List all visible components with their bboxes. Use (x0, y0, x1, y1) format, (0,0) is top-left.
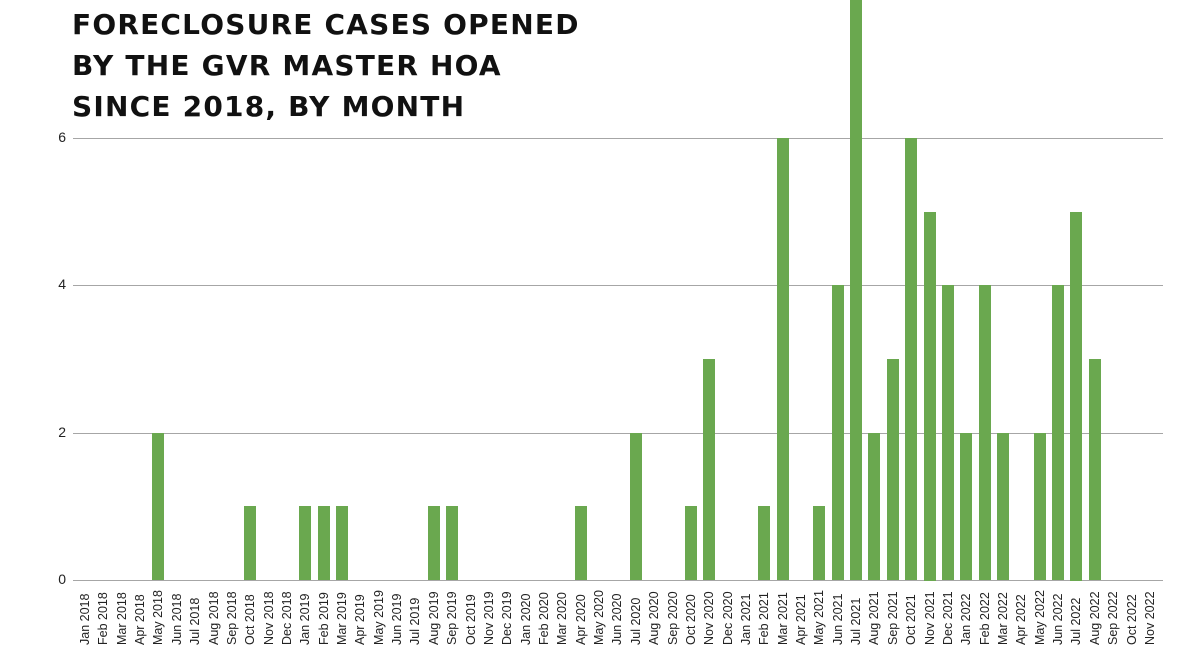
x-tick-label: 2021 Jan (739, 593, 753, 645)
bar (850, 0, 862, 580)
x-tick-label: 2020 Sep (666, 591, 680, 645)
bar (777, 138, 789, 580)
gridline (73, 285, 1163, 286)
x-tick-label: 2021 Jun (831, 593, 845, 645)
chart-title: FORECLOSURE CASES OPENED BY THE GVR MAST… (72, 8, 580, 123)
x-tick-label: 2018 Dec (280, 591, 294, 645)
bar (685, 506, 697, 580)
x-tick-label: 2020 Feb (537, 592, 551, 645)
x-tick-label: 2018 May (151, 590, 165, 645)
x-tick-label: 2019 Jun (390, 593, 404, 645)
bar (703, 359, 715, 580)
bar (813, 506, 825, 580)
bar (152, 433, 164, 580)
x-tick-label: 2019 Sep (445, 591, 459, 645)
x-tick-label: 2019 Jul (408, 597, 422, 645)
x-tick-label: 2018 Sep (225, 591, 239, 645)
x-tick-label: 2021 May (812, 590, 826, 645)
bar (575, 506, 587, 580)
x-tick-label: 2019 Feb (317, 592, 331, 645)
x-tick-label: 2018 Oct (243, 594, 257, 645)
x-tick-label: 2021 Oct (904, 594, 918, 645)
x-tick-label: 2020 Mar (555, 592, 569, 645)
x-tick-label: 2018 Jun (170, 593, 184, 645)
bar (428, 506, 440, 580)
x-tick-label: 2019 Oct (464, 594, 478, 645)
x-tick-label: 2018 Aug (207, 591, 221, 645)
x-tick-label: 2020 Oct (684, 594, 698, 645)
x-tick-label: 2018 Jan (78, 593, 92, 645)
x-tick-label: 2021 Feb (757, 592, 771, 645)
bar-chart: 0 2 4 6 2018 Jan 2018 Feb 2018 Mar 2018 Apr 2018… (58, 0, 1163, 645)
x-tick-label: 2022 Mar (996, 592, 1010, 645)
bar (299, 506, 311, 580)
y-tick-label: 0 (58, 571, 66, 587)
x-tick-label: 2022 Sep (1106, 591, 1120, 645)
x-tick-label: 2020 Nov (702, 591, 716, 645)
x-tick-label: 2021 Aug (867, 591, 881, 645)
bar (1052, 285, 1064, 580)
y-tick-label: 4 (58, 276, 66, 292)
bar (244, 506, 256, 580)
x-tick-label: 2018 Apr (133, 594, 147, 645)
x-tick-label: 2018 Jul (188, 597, 202, 645)
bar (630, 433, 642, 580)
x-tick-label: 2022 Aug (1088, 591, 1102, 645)
x-tick-label: 2019 Jan (298, 593, 312, 645)
x-tick-label: 2018 Nov (262, 591, 276, 645)
x-tick-label: 2021 Jul (849, 597, 863, 645)
bar (1089, 359, 1101, 580)
bar (868, 433, 880, 580)
x-tick-label: 2020 Apr (574, 594, 588, 645)
x-tick-label: 2018 Feb (96, 592, 110, 645)
x-tick-label: 2020 Dec (721, 591, 735, 645)
gridline (73, 433, 1163, 434)
x-tick-label: 2021 Nov (923, 591, 937, 645)
x-tick-label: 2022 Nov (1143, 591, 1157, 645)
x-tick-label: 2021 Sep (886, 591, 900, 645)
x-tick-label: 2019 Nov (482, 591, 496, 645)
x-tick-label: 2020 May (592, 590, 606, 645)
x-tick-label: 2022 Jun (1051, 593, 1065, 645)
x-tick-label: 2020 Jul (629, 597, 643, 645)
bar (979, 285, 991, 580)
x-tick-label: 2019 Apr (353, 594, 367, 645)
x-tick-label: 2020 Aug (647, 591, 661, 645)
x-tick-label: 2019 May (372, 590, 386, 645)
x-tick-label: 2019 Aug (427, 591, 441, 645)
x-tick-label: 2022 Apr (1014, 594, 1028, 645)
x-tick-label: 2022 Feb (978, 592, 992, 645)
bar (446, 506, 458, 580)
bar (887, 359, 899, 580)
x-tick-label: 2021 Apr (794, 594, 808, 645)
bar (336, 506, 348, 580)
bar (924, 212, 936, 581)
x-tick-label: 2021 Dec (941, 591, 955, 645)
x-tick-label: 2022 May (1033, 590, 1047, 645)
bar (942, 285, 954, 580)
bar (1034, 433, 1046, 580)
x-tick-label: 2020 Jun (610, 593, 624, 645)
gridline (73, 580, 1163, 581)
bar (997, 433, 1009, 580)
bar (758, 506, 770, 580)
y-tick-label: 6 (58, 129, 66, 145)
bar (832, 285, 844, 580)
x-tick-label: 2021 Mar (776, 592, 790, 645)
bar (905, 138, 917, 580)
bar (318, 506, 330, 580)
x-tick-label: 2019 Mar (335, 592, 349, 645)
bar (960, 433, 972, 580)
x-tick-label: 2019 Dec (500, 591, 514, 645)
bar (1070, 212, 1082, 581)
x-tick-label: 2022 Oct (1125, 594, 1139, 645)
gridline (73, 138, 1163, 139)
x-tick-label: 2018 Mar (115, 592, 129, 645)
x-tick-label: 2022 Jan (959, 593, 973, 645)
x-tick-label: 2020 Jan (519, 593, 533, 645)
x-tick-label: 2022 Jul (1069, 597, 1083, 645)
y-tick-label: 2 (58, 424, 66, 440)
